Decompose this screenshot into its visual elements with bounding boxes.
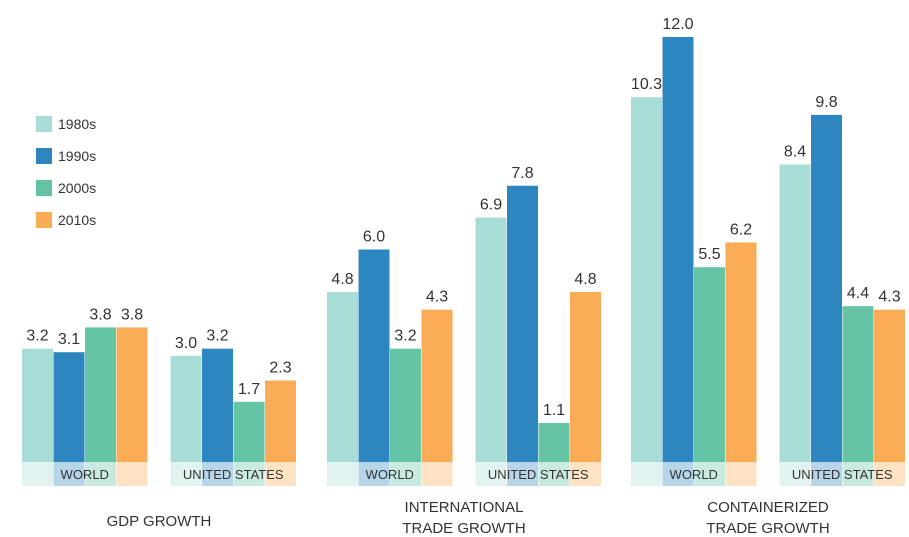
- panel-title: TRADE GROWTH: [706, 520, 829, 537]
- bar-2000s: [233, 401, 265, 462]
- bar-1980s: [475, 217, 507, 462]
- category-band-segment: [570, 462, 601, 486]
- panel-title: CONTAINERIZED: [707, 499, 829, 516]
- bar-2000s: [842, 306, 874, 462]
- legend-item-1980s: 1980s: [36, 108, 96, 140]
- legend-label-2010s: 2010s: [58, 212, 97, 228]
- group-label-world: WORLD: [366, 467, 414, 482]
- bar-1980s: [779, 164, 811, 462]
- bar-2010s: [116, 327, 148, 462]
- legend-swatch-2000s: [36, 180, 52, 196]
- data-label: 3.0: [175, 335, 197, 352]
- category-band-segment: [421, 462, 453, 486]
- data-label: 4.8: [331, 271, 353, 288]
- panel-title: INTERNATIONAL: [405, 499, 524, 516]
- category-band-segment: [779, 462, 811, 486]
- category-band-segment: [390, 462, 421, 486]
- data-label: 3.2: [206, 328, 228, 345]
- bar-1990s: [811, 114, 842, 463]
- data-label: 2.3: [269, 360, 291, 377]
- category-band-segment: [116, 462, 148, 486]
- data-label: 4.8: [574, 271, 596, 288]
- data-label: 9.8: [815, 94, 837, 111]
- category-band-segment: [475, 462, 507, 486]
- bar-1980s: [170, 355, 202, 462]
- panel-title: TRADE GROWTH: [402, 520, 525, 537]
- bar-2010s: [874, 309, 905, 462]
- category-band-segment: [811, 462, 842, 486]
- bar-2010s: [725, 242, 757, 462]
- category-band-segment: [358, 462, 390, 486]
- bar-1980s: [327, 292, 358, 462]
- data-label: 6.0: [363, 229, 385, 246]
- data-label: 1.7: [238, 381, 260, 398]
- data-label: 12.0: [662, 16, 693, 33]
- category-band-segment: [202, 462, 233, 486]
- category-band-segment: [725, 462, 757, 486]
- legend-label-2000s: 2000s: [58, 180, 97, 196]
- bar-1980s: [22, 348, 53, 462]
- category-band-segment: [662, 462, 694, 486]
- legend-item-2010s: 2010s: [36, 204, 96, 236]
- bar-2010s: [570, 292, 601, 462]
- category-band-segment: [170, 462, 202, 486]
- category-band-segment: [842, 462, 874, 486]
- data-label: 4.3: [878, 289, 900, 306]
- bar-1990s: [202, 348, 233, 462]
- bar-2000s: [85, 327, 116, 462]
- category-band-segment: [538, 462, 570, 486]
- bar-1980s: [631, 97, 662, 462]
- data-label: 10.3: [631, 76, 662, 93]
- bar-2010s: [421, 309, 453, 462]
- data-label: 3.1: [58, 331, 80, 348]
- bar-2000s: [538, 423, 570, 462]
- legend: 1980s 1990s 2000s 2010s: [36, 108, 96, 236]
- bar-1990s: [358, 249, 390, 462]
- category-band-segment: [85, 462, 116, 486]
- bar-2000s: [694, 267, 725, 462]
- category-band-segment: [874, 462, 905, 486]
- group-label-world: WORLD: [670, 467, 718, 482]
- legend-swatch-1980s: [36, 116, 52, 132]
- data-label: 3.2: [394, 328, 416, 345]
- data-label: 3.8: [89, 306, 111, 323]
- data-label: 5.5: [698, 246, 720, 263]
- legend-label-1980s: 1980s: [58, 116, 97, 132]
- data-label: 6.9: [480, 197, 502, 214]
- bar-2000s: [390, 348, 421, 462]
- data-label: 6.2: [730, 221, 752, 238]
- bar-2010s: [265, 380, 296, 462]
- category-band-segment: [22, 462, 53, 486]
- data-label: 1.1: [543, 402, 565, 419]
- category-band-segment: [53, 462, 85, 486]
- data-label: 3.8: [121, 306, 143, 323]
- panel-title: GDP GROWTH: [107, 513, 212, 530]
- group-label-united-states: UNITED STATES: [488, 467, 589, 482]
- category-band-segment: [507, 462, 538, 486]
- data-label: 4.3: [426, 289, 448, 306]
- legend-swatch-1990s: [36, 148, 52, 164]
- data-label: 3.2: [26, 328, 48, 345]
- group-label-united-states: UNITED STATES: [792, 467, 893, 482]
- group-label-world: WORLD: [61, 467, 109, 482]
- category-band-segment: [694, 462, 725, 486]
- bar-1990s: [507, 185, 538, 462]
- category-band-segment: [327, 462, 358, 486]
- category-band-segment: [265, 462, 296, 486]
- bar-1990s: [662, 37, 694, 462]
- legend-label-1990s: 1990s: [58, 148, 97, 164]
- legend-item-2000s: 2000s: [36, 172, 96, 204]
- category-band-segment: [631, 462, 662, 486]
- legend-item-1990s: 1990s: [36, 140, 96, 172]
- data-label: 8.4: [784, 144, 806, 161]
- legend-swatch-2010s: [36, 212, 52, 228]
- data-label: 4.4: [847, 285, 869, 302]
- data-label: 7.8: [511, 165, 533, 182]
- group-label-united-states: UNITED STATES: [183, 467, 284, 482]
- category-band-segment: [233, 462, 265, 486]
- bar-1990s: [53, 352, 85, 462]
